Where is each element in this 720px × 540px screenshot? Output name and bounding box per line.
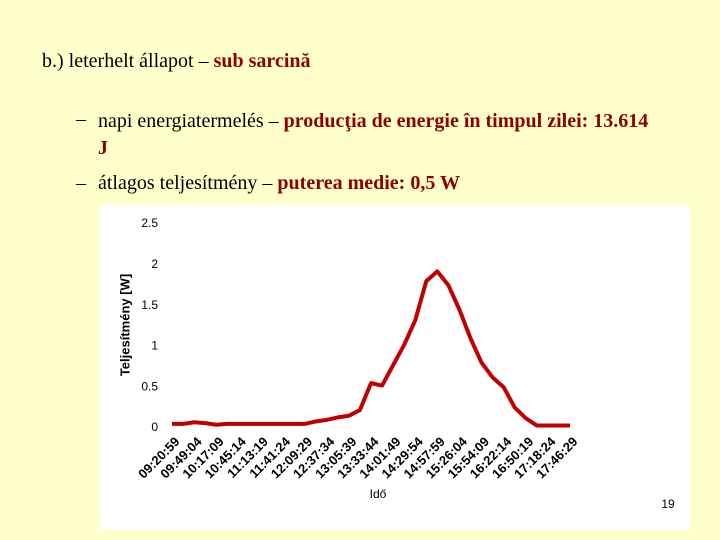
bullet-emphasis: puterea medie: 0,5 W xyxy=(277,172,460,194)
heading-emphasis: sub sarcină xyxy=(213,50,311,72)
y-tick-label: 2 xyxy=(151,257,158,271)
y-axis-title: Teljesítmény [W] xyxy=(117,274,132,376)
chart: Idő Teljesítmény [W] 19 00.511.522.509:2… xyxy=(100,205,690,530)
bullet-text: átlagos teljesítmény – xyxy=(98,172,278,194)
chart-background xyxy=(100,205,690,530)
heading: b.) leterhelt állapot – sub sarcină xyxy=(42,50,311,73)
bullet: átlagos teljesítmény – puterea medie: 0,… xyxy=(98,172,460,195)
bullet-text: napi energiatermelés – xyxy=(98,110,284,132)
bullet-emphasis: producţia de energie în timpul zilei: 13… xyxy=(98,110,649,159)
heading-text: b.) leterhelt állapot – xyxy=(42,50,214,72)
bullet: napi energiatermelés – producţia de ener… xyxy=(98,108,658,162)
y-tick-label: 2.5 xyxy=(141,216,158,230)
x-axis-title: Idő xyxy=(370,487,387,501)
y-tick-label: 1 xyxy=(151,339,158,353)
y-tick-label: 0.5 xyxy=(141,379,158,393)
page-number: 19 xyxy=(661,497,675,511)
series-line xyxy=(172,269,570,428)
bullet-dash: – xyxy=(76,108,86,130)
y-tick-label: 1.5 xyxy=(141,298,158,312)
y-tick-label: 0 xyxy=(151,420,158,434)
bullet-dash: – xyxy=(76,172,86,194)
